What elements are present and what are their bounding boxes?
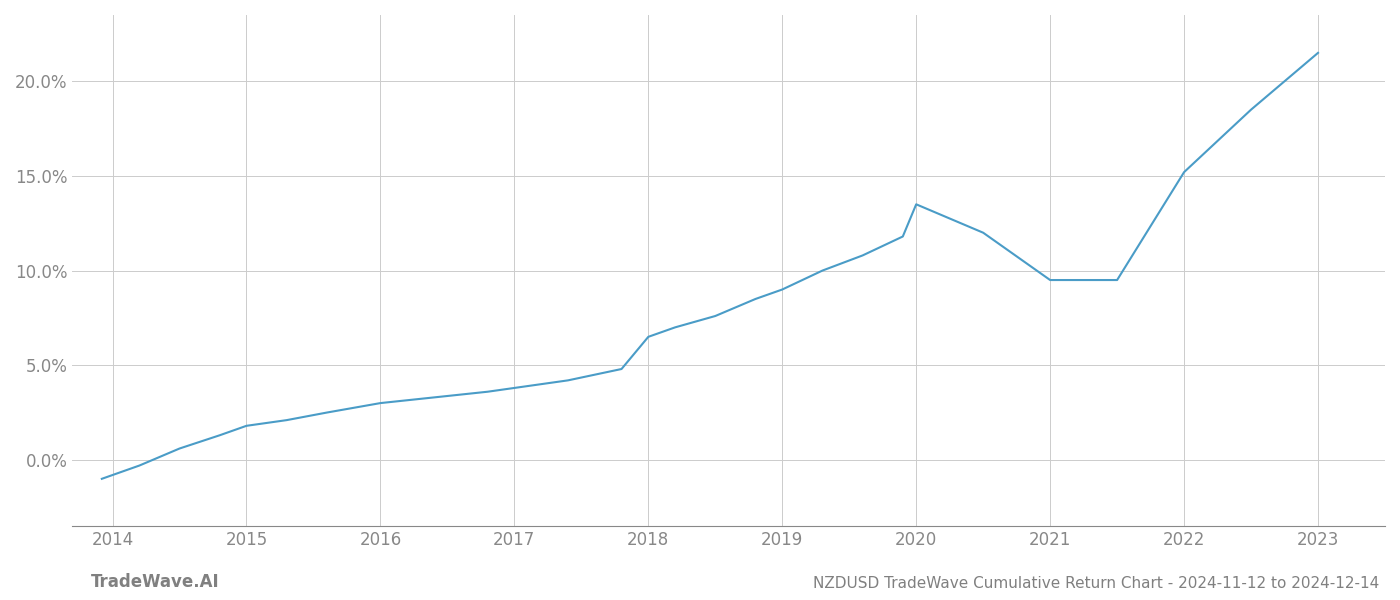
Text: TradeWave.AI: TradeWave.AI (91, 573, 220, 591)
Text: NZDUSD TradeWave Cumulative Return Chart - 2024-11-12 to 2024-12-14: NZDUSD TradeWave Cumulative Return Chart… (813, 576, 1379, 591)
